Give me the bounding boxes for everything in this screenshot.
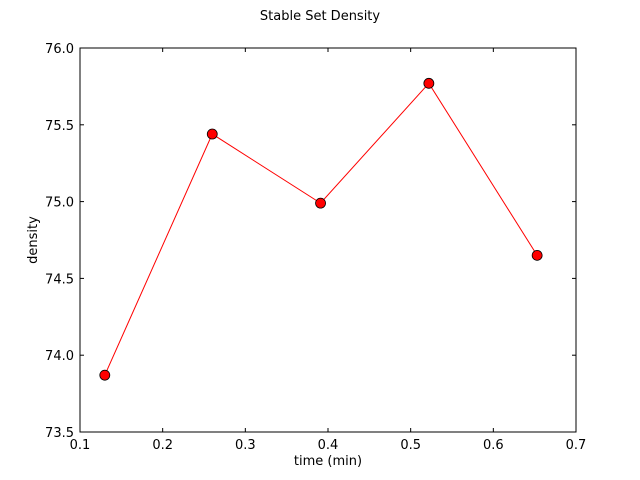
y-tick-label: 73.5 (45, 426, 74, 441)
data-point (423, 77, 435, 89)
y-tick-label: 75.5 (45, 119, 74, 134)
x-tick-label: 0.1 (70, 438, 91, 453)
x-tick-label: 0.2 (152, 438, 173, 453)
axis-ticks: 0.1 0.2 0.3 0.4 0.5 0.6 0.7 73.5 74.0 74.5 75.0 75.… (45, 42, 586, 453)
y-tick-label: 75.0 (45, 196, 74, 211)
data-point (206, 128, 218, 140)
x-tick-label: 0.7 (566, 438, 587, 453)
data-point (99, 369, 111, 381)
y-axis-label: density (26, 216, 41, 264)
data-point (531, 249, 543, 261)
y-tick-label: 76.0 (45, 42, 74, 57)
y-tick-label: 74.5 (45, 272, 74, 287)
x-tick-label: 0.6 (483, 438, 504, 453)
x-axis-label: time (min) (294, 454, 362, 469)
x-tick-label: 0.3 (235, 438, 256, 453)
series-layer (99, 77, 543, 381)
x-tick-label: 0.4 (318, 438, 339, 453)
chart-title: Stable Set Density (260, 9, 381, 24)
data-point (315, 197, 326, 209)
x-tick-label: 0.5 (400, 438, 421, 453)
y-tick-label: 74.0 (45, 349, 74, 364)
